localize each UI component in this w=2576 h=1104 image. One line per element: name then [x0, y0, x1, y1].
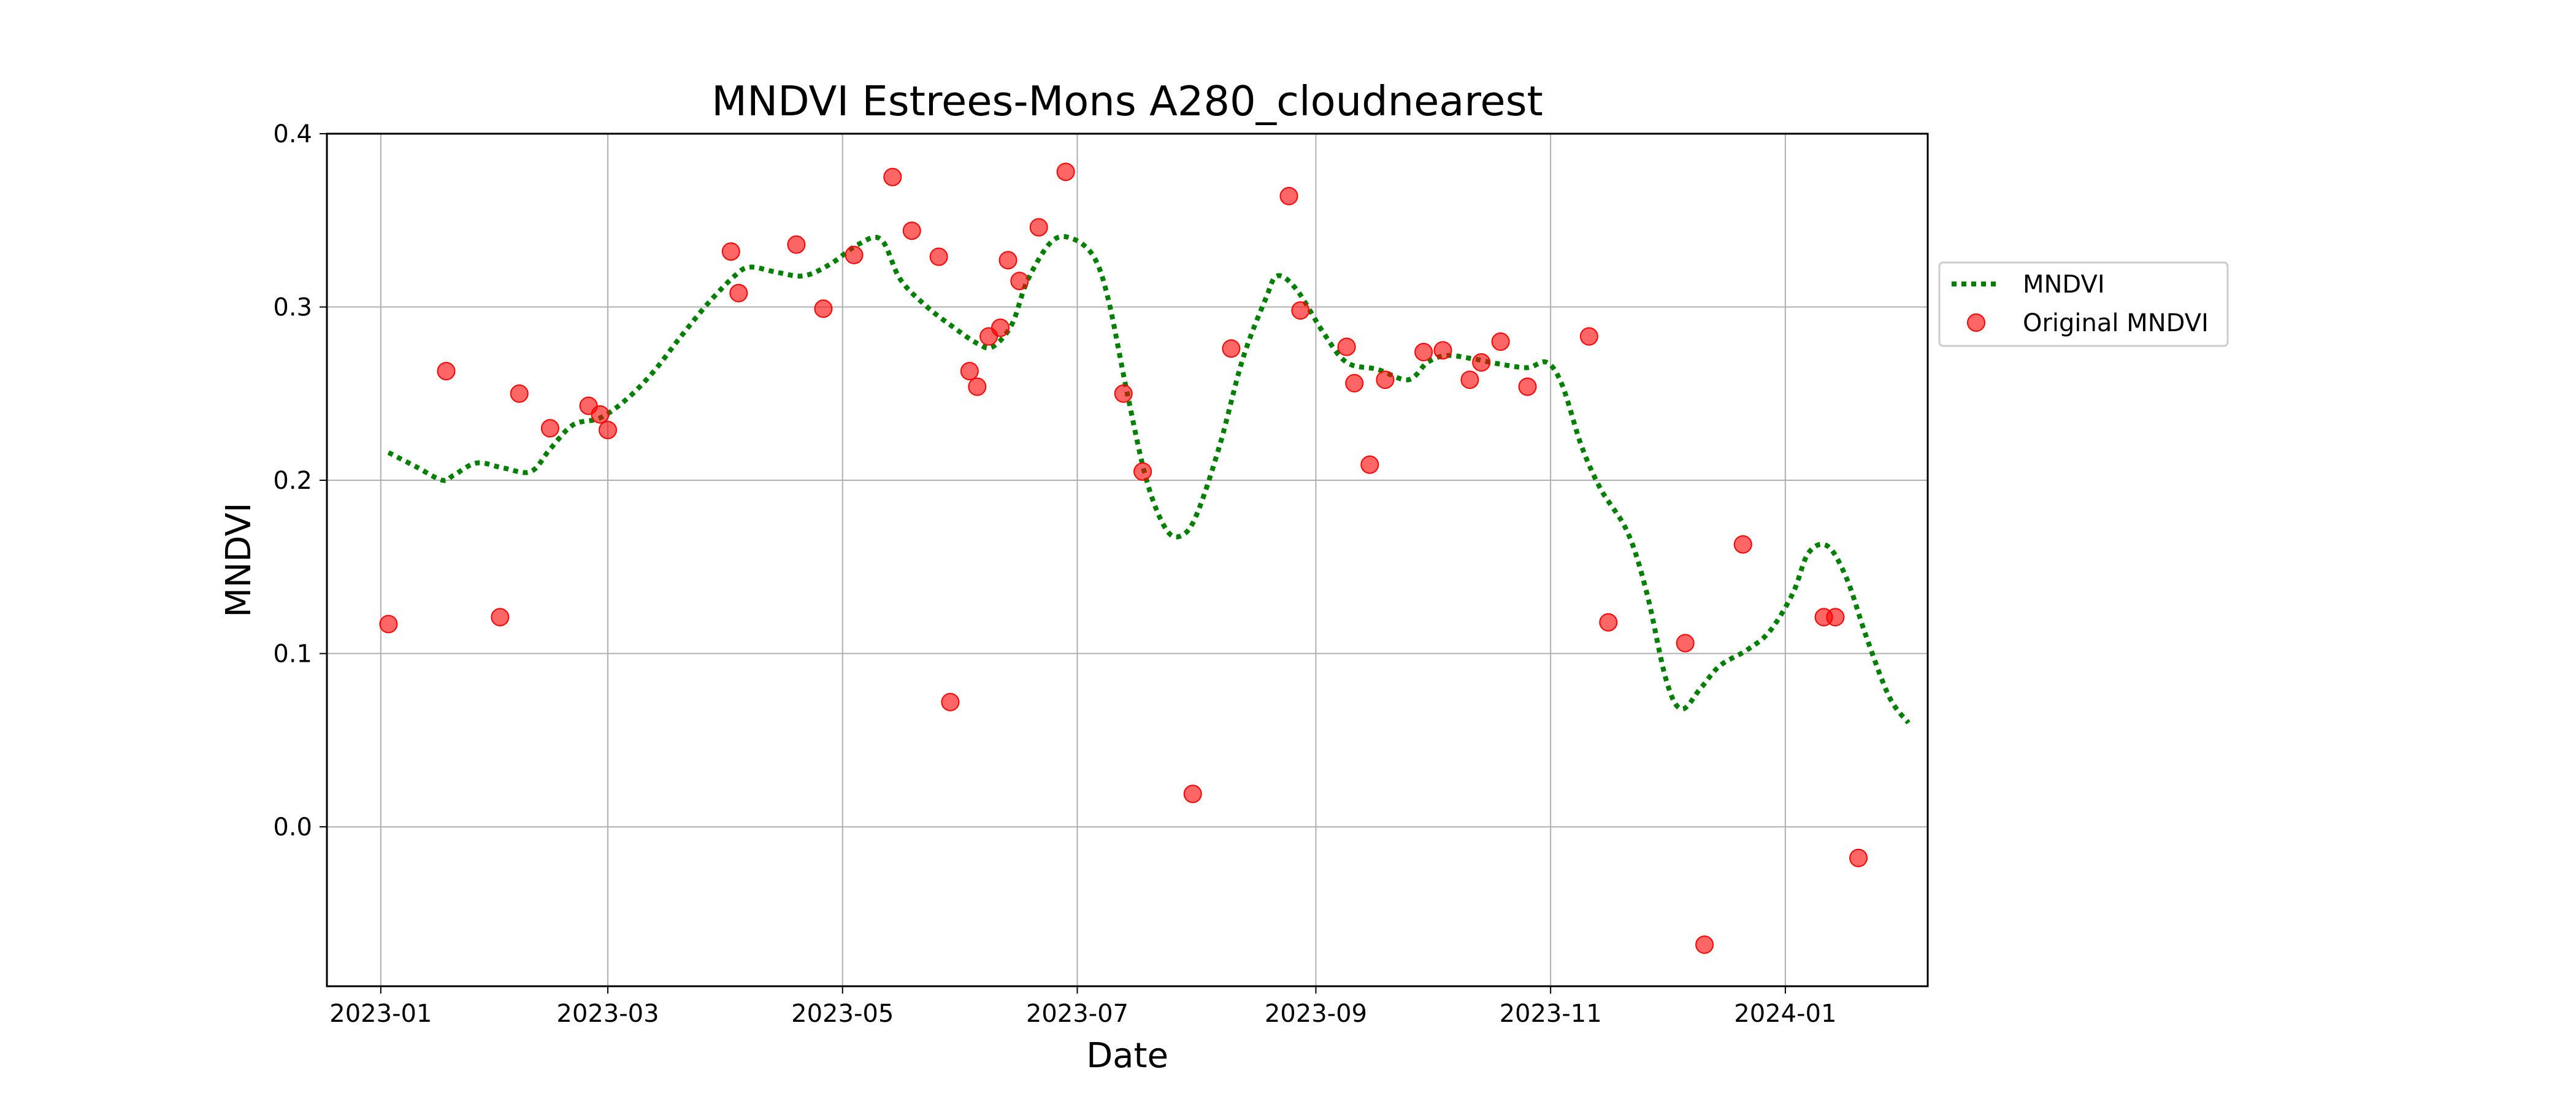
- original-mndvi-point: [1676, 634, 1695, 653]
- x-axis-ticks: 2023-01 2023-03 2023-05 2023-07 2023-09 2023-…: [329, 986, 1836, 1028]
- original-mndvi-point: [941, 692, 960, 711]
- y-tick-label: 0.4: [273, 120, 312, 148]
- x-tick-label: 2023-09: [1265, 1000, 1367, 1028]
- original-mndvi-point: [902, 221, 921, 240]
- original-mndvi-point: [1133, 462, 1152, 481]
- original-mndvi-point: [1599, 613, 1618, 632]
- original-mndvi-point: [491, 608, 510, 627]
- legend-mndvi-label: MNDVI: [2023, 270, 2105, 299]
- x-axis-title: Date: [1086, 1036, 1168, 1076]
- original-mndvi-point: [1518, 377, 1537, 396]
- plot-area: 2023-01 2023-03 2023-05 2023-07 2023-09 2023-…: [273, 120, 1929, 1028]
- original-mndvi-point: [1472, 353, 1491, 372]
- x-tick-label: 2023-11: [1500, 1000, 1602, 1028]
- original-mndvi-point: [968, 377, 987, 396]
- original-mndvi-point: [814, 299, 833, 318]
- original-mndvi-point: [1291, 301, 1310, 320]
- original-mndvi-point: [379, 615, 398, 634]
- original-mndvi-point: [729, 283, 748, 302]
- original-mndvi-point: [1114, 384, 1133, 403]
- original-mndvi-point: [1826, 608, 1845, 627]
- original-mndvi-point: [1183, 784, 1202, 803]
- original-mndvi-point: [540, 419, 559, 438]
- original-mndvi-point: [1345, 374, 1364, 393]
- y-axis-title: MNDVI: [219, 502, 259, 617]
- x-tick-label: 2023-01: [329, 1000, 432, 1028]
- original-mndvi-point: [1010, 272, 1029, 291]
- original-mndvi-point: [1579, 327, 1598, 346]
- original-mndvi-point: [1222, 339, 1241, 358]
- legend: MNDVI Original MNDVI: [1938, 261, 2229, 347]
- original-mndvi-point: [1414, 343, 1433, 361]
- original-mndvi-point: [1695, 935, 1714, 954]
- original-mndvi-point: [845, 245, 864, 264]
- original-mndvi-point: [1029, 218, 1048, 237]
- legend-original-mndvi-label: Original MNDVI: [2023, 309, 2209, 337]
- original-mndvi-point: [1433, 341, 1452, 360]
- original-mndvi-point: [991, 318, 1010, 337]
- chart-title: MNDVI Estrees-Mons A280_cloudnearest: [711, 77, 1543, 125]
- x-tick-label: 2023-03: [556, 1000, 659, 1028]
- plot-frame: [326, 132, 1929, 987]
- original-mndvi-point: [1491, 332, 1510, 351]
- y-tick-label: 0.0: [273, 813, 312, 841]
- original-mndvi-point: [1056, 163, 1075, 182]
- original-mndvi-point: [1460, 370, 1479, 389]
- original-mndvi-point: [1849, 848, 1868, 867]
- legend-box: [1938, 261, 2229, 347]
- x-tick-label: 2023-05: [791, 1000, 894, 1028]
- x-tick-label: 2023-07: [1026, 1000, 1129, 1028]
- original-mndvi-point: [929, 247, 948, 266]
- original-mndvi-point: [1279, 186, 1298, 205]
- original-mndvi-point: [883, 167, 902, 186]
- original-mndvi-point: [510, 384, 529, 403]
- original-mndvi-point: [960, 362, 979, 381]
- original-mndvi-point: [1733, 535, 1752, 554]
- x-tick-label: 2024-01: [1734, 1000, 1836, 1028]
- original-mndvi-point: [1360, 455, 1379, 474]
- original-mndvi-point: [787, 235, 806, 254]
- y-axis-ticks: 0.0 0.1 0.2 0.3 0.4: [273, 120, 327, 841]
- original-mndvi-point: [999, 251, 1018, 270]
- y-tick-label: 0.2: [273, 467, 312, 495]
- legend-original-mndvi-swatch: [1967, 313, 1985, 332]
- y-tick-label: 0.3: [273, 294, 312, 322]
- y-tick-label: 0.1: [273, 640, 312, 669]
- original-mndvi-scatter-series: [379, 163, 1868, 954]
- original-mndvi-point: [591, 405, 610, 424]
- original-mndvi-point: [437, 362, 456, 381]
- original-mndvi-point: [599, 421, 617, 440]
- original-mndvi-point: [1376, 370, 1395, 389]
- original-mndvi-point: [1337, 337, 1356, 356]
- original-mndvi-point: [721, 242, 740, 261]
